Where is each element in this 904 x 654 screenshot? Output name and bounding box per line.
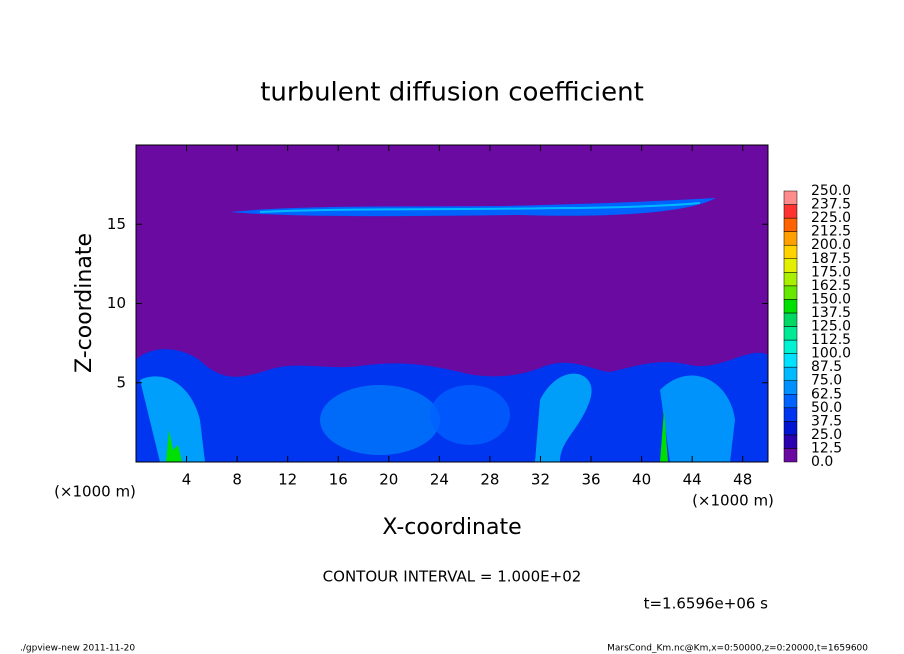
colorbar-box bbox=[783, 217, 798, 232]
colorbar-box bbox=[783, 204, 798, 219]
colorbar-label: 137.5 bbox=[811, 305, 851, 321]
colorbar-label: 37.5 bbox=[811, 413, 842, 429]
colorbar-box bbox=[783, 326, 798, 341]
colorbar-box bbox=[783, 258, 798, 273]
colorbar-box bbox=[783, 434, 798, 449]
x-tick-label: 48 bbox=[733, 471, 752, 489]
colorbar-label: 125.0 bbox=[811, 319, 851, 335]
colorbar-box bbox=[783, 272, 798, 287]
field-blob bbox=[535, 373, 592, 462]
colorbar-box bbox=[783, 380, 798, 395]
colorbar-box bbox=[783, 407, 798, 422]
colorbar-label: 75.0 bbox=[811, 373, 842, 389]
field-blob bbox=[430, 385, 510, 445]
colorbar-label: 87.5 bbox=[811, 359, 842, 375]
colorbar-box bbox=[783, 394, 798, 409]
field-blob bbox=[660, 375, 735, 462]
colorbar-box bbox=[783, 339, 798, 354]
x-tick-label: 12 bbox=[278, 471, 297, 489]
x-tick-label: 28 bbox=[480, 471, 499, 489]
field-blob bbox=[140, 376, 205, 462]
field-blob bbox=[166, 430, 182, 462]
colorbar-label: 225.0 bbox=[811, 210, 851, 226]
colorbar-label: 12.5 bbox=[811, 440, 842, 456]
field-blob bbox=[230, 198, 716, 217]
colorbar-label: 112.5 bbox=[811, 332, 851, 348]
colorbar-label: 237.5 bbox=[811, 197, 851, 213]
y-tick-label: 10 bbox=[107, 294, 126, 312]
colorbar-label: 162.5 bbox=[811, 278, 851, 294]
footer: ./gpview-new 2011-11-20 bbox=[20, 644, 135, 654]
y-axis-label: Z-coordinate bbox=[72, 233, 97, 373]
colorbar-box bbox=[783, 285, 798, 300]
x-axis-label: X-coordinate bbox=[382, 515, 521, 540]
colorbar-label: 25.0 bbox=[811, 427, 842, 443]
field-blob bbox=[660, 410, 668, 462]
colorbar-label: 200.0 bbox=[811, 237, 851, 253]
colorbar-label: 212.5 bbox=[811, 224, 851, 240]
colorbar-box bbox=[783, 299, 798, 314]
colorbar-box bbox=[783, 353, 798, 368]
x-unit-label: (×1000 m) bbox=[692, 492, 774, 510]
field bbox=[136, 145, 768, 462]
colorbar-box bbox=[783, 231, 798, 246]
x-tick-label: 20 bbox=[379, 471, 398, 489]
x-tick-label: 32 bbox=[531, 471, 550, 489]
x-tick-label: 4 bbox=[182, 471, 192, 489]
colorbar-label: 50.0 bbox=[811, 400, 842, 416]
colorbar-label: 175.0 bbox=[811, 264, 851, 280]
field-blob bbox=[320, 385, 440, 455]
x-tick-label: 16 bbox=[329, 471, 348, 489]
x-tick-label: 8 bbox=[232, 471, 242, 489]
annotation: CONTOUR INTERVAL = 1.000E+02 bbox=[323, 568, 582, 586]
y-tick-label: 5 bbox=[116, 373, 126, 391]
colorbar-label: 250.0 bbox=[811, 183, 851, 199]
colorbar-label: 0.0 bbox=[811, 454, 833, 470]
x-tick-label: 40 bbox=[632, 471, 651, 489]
colorbar-box bbox=[783, 190, 798, 205]
colorbar-box bbox=[783, 312, 798, 327]
colorbar-box bbox=[783, 244, 798, 259]
x-tick-label: 24 bbox=[430, 471, 449, 489]
field-blob bbox=[259, 202, 701, 213]
colorbar-label: 187.5 bbox=[811, 251, 851, 267]
colorbar-box bbox=[783, 448, 798, 463]
colorbar-label: 100.0 bbox=[811, 346, 851, 362]
colorbar-label: 62.5 bbox=[811, 386, 842, 402]
chart-title: turbulent diffusion coefficient bbox=[260, 78, 644, 108]
y-unit-label: (×1000 m) bbox=[54, 483, 136, 501]
colorbar-box bbox=[783, 421, 798, 436]
footer: MarsCond_Km.nc@Km,x=0:50000,z=0:20000,t=… bbox=[607, 644, 868, 654]
colorbar-label: 150.0 bbox=[811, 291, 851, 307]
x-tick-label: 44 bbox=[683, 471, 702, 489]
x-tick-label: 36 bbox=[581, 471, 600, 489]
annotation: t=1.6596e+06 s bbox=[644, 595, 769, 613]
y-tick-label: 15 bbox=[107, 215, 126, 233]
colorbar-box bbox=[783, 366, 798, 381]
